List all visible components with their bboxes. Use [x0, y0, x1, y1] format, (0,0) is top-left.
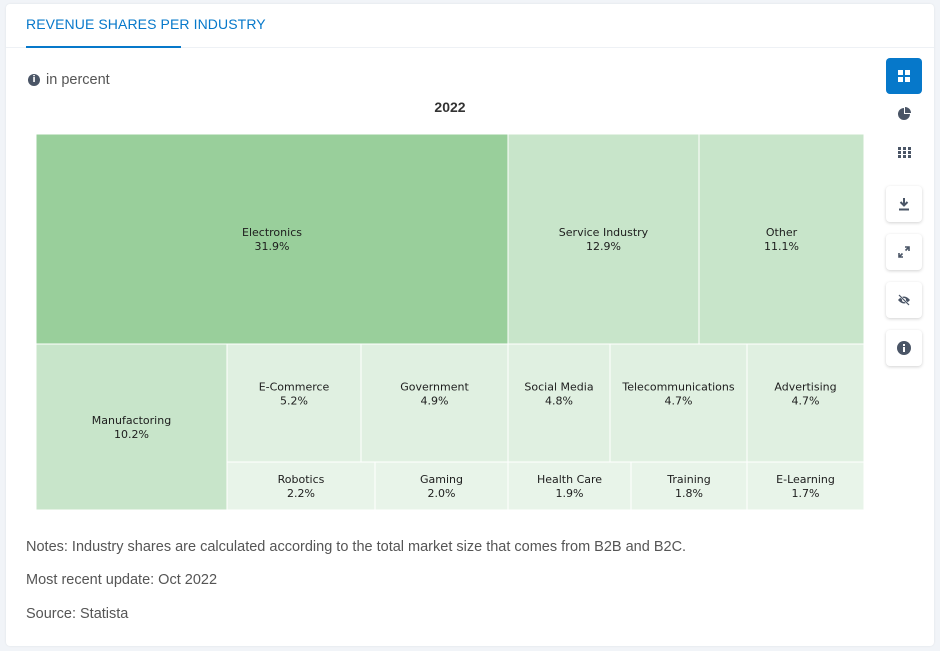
hide-button[interactable] [886, 282, 922, 318]
tile-value-electronics: 31.9% [255, 240, 290, 253]
download-icon [899, 197, 909, 210]
notes-text: Notes: Industry shares are calculated ac… [26, 539, 687, 555]
tile-name-robotics: Robotics [278, 473, 325, 486]
tile-manufactoring[interactable] [36, 343, 228, 510]
tile-value-social-media: 4.8% [545, 395, 573, 408]
tile-name-training: Training [666, 473, 710, 486]
tile-value-service-industry: 12.9% [586, 240, 621, 253]
tile-name-service-industry: Service Industry [559, 226, 649, 239]
table-view-icon [897, 146, 911, 158]
tile-name-advertising: Advertising [774, 381, 836, 394]
fullscreen-button[interactable] [886, 234, 922, 270]
tile-robotics[interactable] [226, 461, 376, 510]
tile-value-gaming: 2.0% [428, 487, 456, 500]
tile-value-training: 1.8% [675, 487, 703, 500]
tile-value-robotics: 2.2% [287, 487, 315, 500]
tile-value-government: 4.9% [421, 395, 449, 408]
tile-value-advertising: 4.7% [792, 395, 820, 408]
tile-health-care[interactable] [507, 461, 632, 510]
treemap-view-icon [898, 70, 910, 82]
active-tab-indicator [26, 46, 181, 48]
pie-view-icon [898, 107, 911, 120]
info-button[interactable] [886, 330, 922, 366]
treemap-view-button[interactable] [886, 58, 922, 94]
tile-social-media[interactable] [507, 343, 611, 463]
update-text: Most recent update: Oct 2022 [26, 572, 218, 588]
chart-title: 2022 [434, 99, 466, 115]
tile-electronics[interactable] [36, 134, 509, 345]
tile-gaming[interactable] [374, 461, 509, 510]
tile-value-health-care: 1.9% [556, 487, 584, 500]
tile-value-manufactoring: 10.2% [114, 428, 149, 441]
table-view-button[interactable] [886, 134, 922, 170]
tile-training[interactable] [630, 461, 748, 510]
info-icon [897, 341, 911, 355]
tile-value-e-learning: 1.7% [792, 487, 820, 500]
source-text: Source: Statista [26, 606, 129, 622]
tile-e-learning[interactable] [746, 461, 864, 510]
tile-name-e-commerce: E-Commerce [259, 381, 330, 394]
tile-name-social-media: Social Media [524, 381, 593, 394]
tile-name-gaming: Gaming [420, 473, 463, 486]
info-icon: i [28, 74, 40, 86]
tab-bar: REVENUE SHARES PER INDUSTRY [6, 4, 934, 48]
tile-name-government: Government [400, 381, 469, 394]
tile-service-industry[interactable] [507, 134, 700, 345]
fullscreen-icon [898, 246, 910, 258]
unit-label: in percent [46, 72, 110, 88]
tile-value-other: 11.1% [764, 240, 799, 253]
tile-name-manufactoring: Manufactoring [92, 414, 171, 427]
tab-revenue-shares[interactable]: REVENUE SHARES PER INDUSTRY [26, 16, 266, 32]
tile-name-health-care: Health Care [537, 473, 602, 486]
tile-value-e-commerce: 5.2% [280, 395, 308, 408]
chart-card: REVENUE SHARES PER INDUSTRY i in percent… [6, 4, 934, 646]
tile-name-e-learning: E-Learning [776, 473, 835, 486]
tile-e-commerce[interactable] [226, 343, 362, 463]
tile-name-other: Other [766, 226, 798, 239]
download-button[interactable] [886, 186, 922, 222]
unit-note: i in percent [28, 72, 110, 88]
tile-telecommunications[interactable] [609, 343, 748, 463]
tile-advertising[interactable] [746, 343, 864, 463]
tile-other[interactable] [698, 134, 864, 345]
tile-name-electronics: Electronics [242, 226, 302, 239]
tile-value-telecommunications: 4.7% [665, 395, 693, 408]
hide-icon [898, 294, 910, 306]
tile-government[interactable] [360, 343, 509, 463]
pie-view-button[interactable] [886, 96, 922, 132]
tile-name-telecommunications: Telecommunications [621, 381, 735, 394]
